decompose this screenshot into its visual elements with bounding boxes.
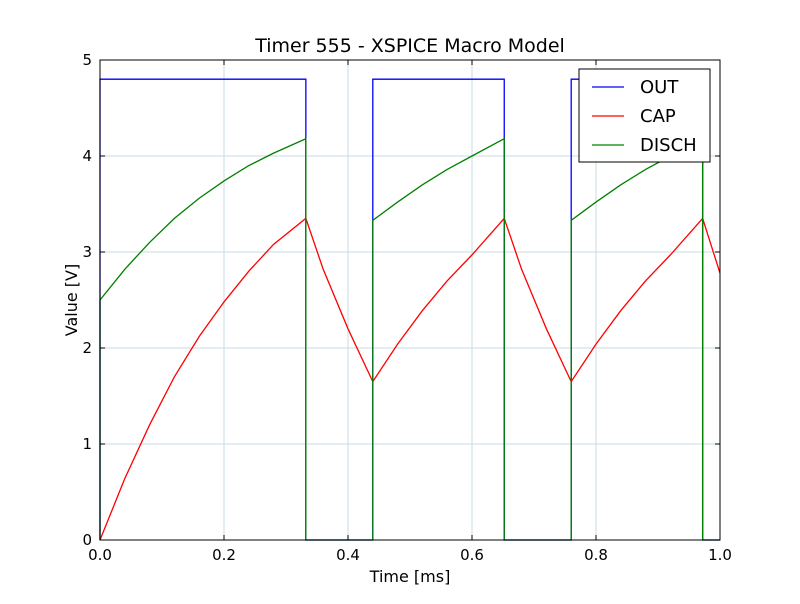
x-axis-label: Time [ms] xyxy=(369,567,451,586)
x-tick-label: 0.0 xyxy=(88,546,112,564)
axes-frame xyxy=(99,59,721,541)
x-tick-label: 1.0 xyxy=(708,546,732,564)
y-tick-label: 4 xyxy=(82,147,92,165)
legend-label-out: OUT xyxy=(640,77,679,98)
x-tick-label: 0.2 xyxy=(212,546,236,564)
y-tick-label: 1 xyxy=(82,435,92,453)
series-line-cap xyxy=(99,217,721,541)
x-tick-label: 0.8 xyxy=(584,546,608,564)
x-tick-label: 0.4 xyxy=(336,546,360,564)
x-tick-label: 0.6 xyxy=(460,546,484,564)
y-tick-label: 2 xyxy=(82,339,92,357)
legend: OUT CAP DISCH xyxy=(578,68,711,163)
legend-label-cap: CAP xyxy=(640,106,676,127)
y-tick-label: 0 xyxy=(82,531,92,549)
ticks: 0.0 0.2 0.4 0.6 0.8 1.0 0 1 2 3 4 5 xyxy=(82,51,731,564)
y-axis-label: Value [V] xyxy=(62,264,81,336)
chart-title: Timer 555 - XSPICE Macro Model xyxy=(254,35,565,57)
series-line-disch xyxy=(99,137,720,541)
y-tick-label: 3 xyxy=(82,243,92,261)
legend-label-disch: DISCH xyxy=(640,135,697,156)
y-tick-label: 5 xyxy=(82,51,92,69)
